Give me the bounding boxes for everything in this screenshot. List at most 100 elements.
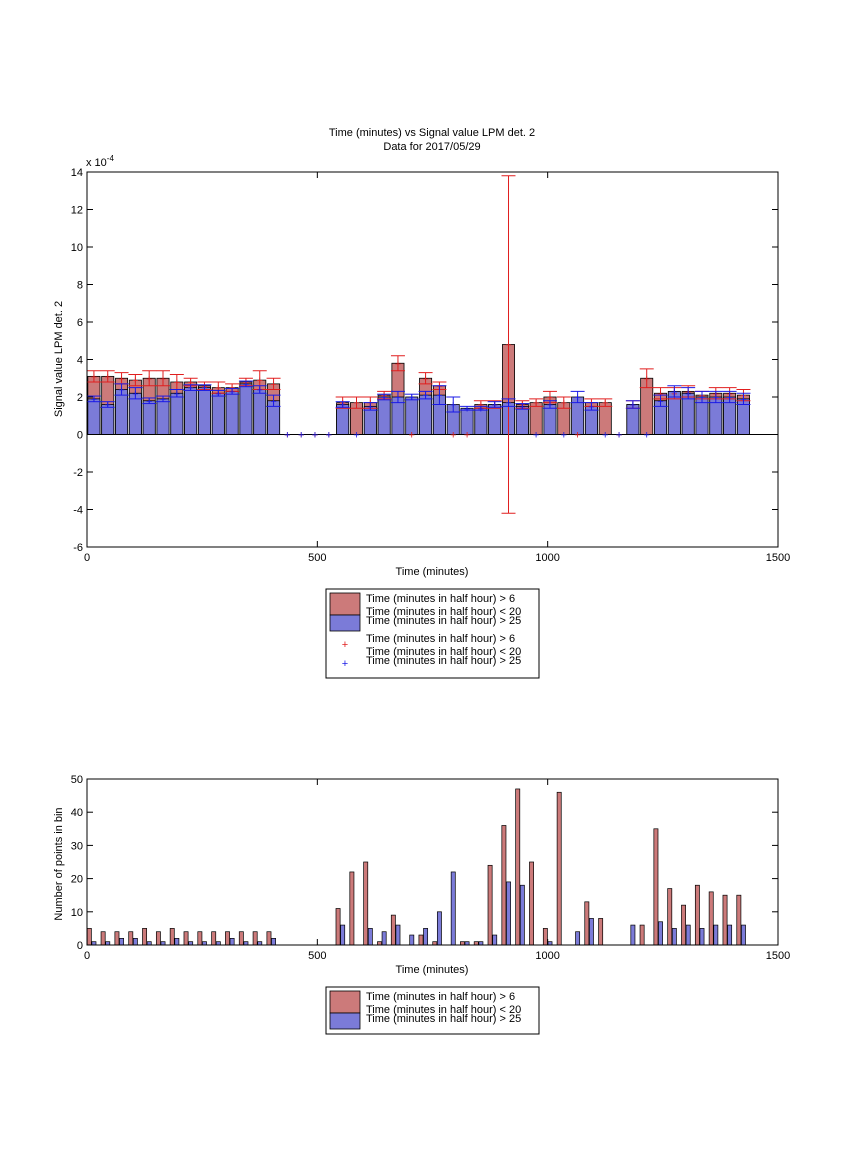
bar-series2 <box>492 934 498 946</box>
x-axis-label: Time (minutes) <box>396 964 469 976</box>
series2-marker: + <box>312 430 318 442</box>
bar-series1 <box>418 934 424 946</box>
bar-series2 <box>367 928 373 946</box>
y-tick-label: 50 <box>71 774 83 786</box>
y-tick-label: 2 <box>77 392 83 404</box>
series2-marker: + <box>229 386 235 398</box>
bar-series2 <box>395 924 401 946</box>
legend-label: Time (minutes in half hour) > 6 <box>366 633 515 645</box>
series2-marker: + <box>353 430 359 442</box>
series1-marker: + <box>395 358 401 370</box>
series2-marker: + <box>464 403 470 415</box>
bar-series2 <box>184 387 198 435</box>
bar-series1 <box>708 891 714 946</box>
bar-series1 <box>349 871 355 946</box>
series2-marker: + <box>505 398 511 410</box>
bar-series2 <box>450 871 456 946</box>
series1-marker: + <box>409 430 415 442</box>
series2-marker: + <box>657 396 663 408</box>
series1-marker: + <box>505 340 511 352</box>
bar-series2 <box>436 911 442 946</box>
series1-marker: + <box>298 430 304 442</box>
series1-marker: + <box>91 371 97 383</box>
y-tick-label: -6 <box>73 542 83 554</box>
series2-marker: + <box>630 400 636 412</box>
series1-marker: + <box>464 430 470 442</box>
series1-marker: + <box>616 430 622 442</box>
series2-marker: + <box>561 430 567 442</box>
bar-series1 <box>155 931 161 946</box>
bar-series1 <box>238 931 244 946</box>
series2-marker: + <box>602 430 608 442</box>
series2-marker: + <box>395 392 401 404</box>
bar-series2 <box>685 924 691 946</box>
x-tick-label: 500 <box>308 950 326 962</box>
bar-series2 <box>671 928 677 946</box>
bar-series1 <box>681 904 686 946</box>
series1-marker: + <box>478 400 484 412</box>
x-axis-label: Time (minutes) <box>396 566 469 578</box>
series1-marker: + <box>174 377 180 389</box>
y-tick-label: 10 <box>71 907 83 919</box>
series2-marker: + <box>146 396 152 408</box>
legend-box <box>325 588 540 679</box>
y-tick-label: 20 <box>71 874 83 886</box>
y-exponent-label: x 10-4 <box>86 154 114 169</box>
x-tick-label: 1500 <box>766 950 790 962</box>
axes-box <box>86 778 779 946</box>
series2-marker: + <box>298 430 304 442</box>
series1-marker: + <box>187 377 193 389</box>
x-tick-label: 0 <box>84 552 90 564</box>
legend-marker: + <box>342 639 348 651</box>
legend-label: Time (minutes in half hour) > 6 <box>366 593 515 605</box>
bar-series1 <box>128 931 134 946</box>
bar-series2 <box>727 924 733 946</box>
series1-marker: + <box>105 371 111 383</box>
bar-series1 <box>266 931 272 946</box>
bar-series1 <box>225 931 230 946</box>
series2-marker: + <box>616 430 622 442</box>
series2-marker: + <box>726 392 732 404</box>
series2-marker: + <box>215 388 221 400</box>
series2-marker: + <box>436 390 442 402</box>
legend-swatch <box>329 1012 361 1030</box>
bar-series2 <box>589 918 594 946</box>
series1-marker: + <box>146 373 152 385</box>
legend-swatch <box>329 614 361 632</box>
plot-area: + + + + + + + + + + + + + + + + + + + + + + + + + + + + + + + + + + + + + + + +… <box>71 167 790 564</box>
y-tick-label: -4 <box>73 505 83 517</box>
series2-marker: + <box>270 396 276 408</box>
count-chart: 0 500 1000 1500 0 10 20 30 40 50 Time (minutes) N… <box>53 774 790 1035</box>
series1-marker: + <box>284 430 290 442</box>
legend-marker: + <box>342 658 348 670</box>
series2-marker: + <box>160 394 166 406</box>
series1-marker: + <box>160 373 166 385</box>
bar-series2 <box>271 938 276 946</box>
bar-series1 <box>584 901 590 946</box>
series2-marker: + <box>91 394 97 406</box>
signal-chart: Time (minutes) vs Signal value LPM det. … <box>53 127 790 679</box>
axes-box <box>86 171 779 548</box>
series2-marker: + <box>201 383 207 395</box>
series2-marker: + <box>713 392 719 404</box>
bar-series1 <box>390 914 396 946</box>
bar-series1 <box>86 928 92 946</box>
series2-marker: + <box>367 401 373 413</box>
series1-marker: + <box>657 388 663 400</box>
bar-series1 <box>598 918 604 946</box>
series2-marker: + <box>478 403 484 415</box>
bar-series1 <box>183 931 189 946</box>
legend-label: Time (minutes in half hour) < 20 <box>366 646 521 658</box>
series2-marker: + <box>118 385 124 397</box>
series1-marker: + <box>602 398 608 410</box>
series1-marker: + <box>561 398 567 410</box>
bar-series1 <box>722 894 728 946</box>
legend-label: Time (minutes in half hour) > 25 <box>366 615 521 627</box>
series2-marker: + <box>643 430 649 442</box>
bar-series2 <box>575 931 581 946</box>
x-tick-label: 500 <box>308 552 326 564</box>
chart-subtitle: Data for 2017/05/29 <box>383 141 480 153</box>
y-axis-label: Signal value LPM det. 2 <box>53 301 65 417</box>
